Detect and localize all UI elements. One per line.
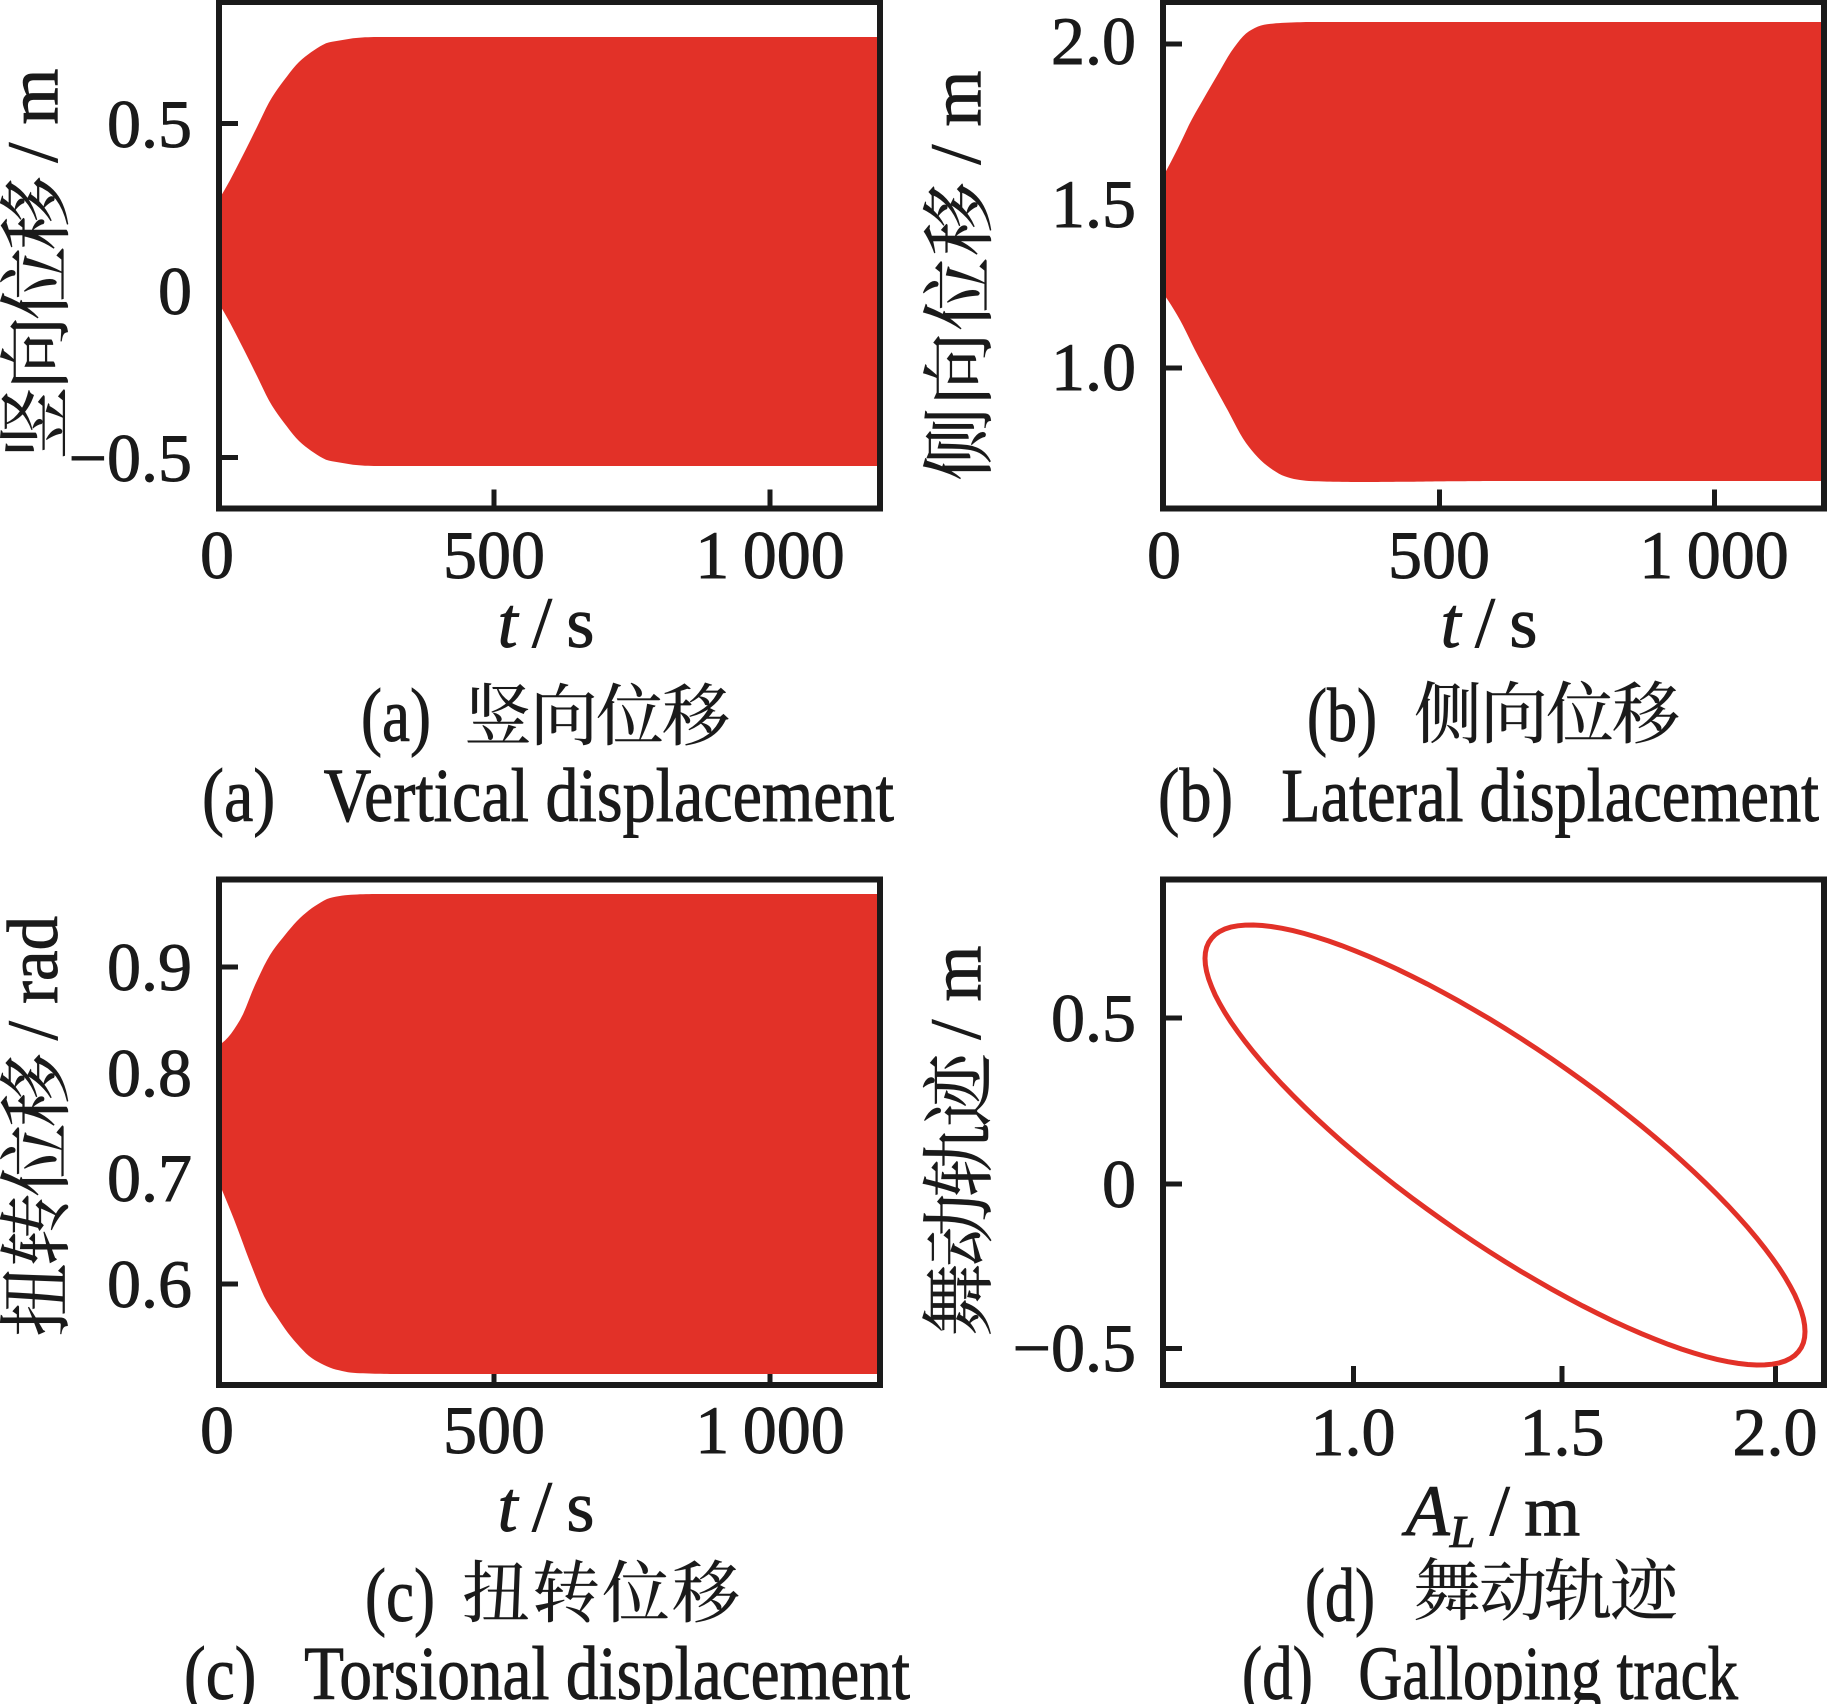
svg-text:0.6: 0.6 (107, 1246, 192, 1322)
svg-text:1.0: 1.0 (1311, 1394, 1396, 1470)
svg-text:0: 0 (158, 253, 192, 329)
svg-text:−0.5: −0.5 (1013, 1310, 1136, 1386)
svg-text:/ m: / m (0, 69, 73, 177)
svg-text:1 000: 1 000 (695, 1392, 845, 1468)
svg-text:(c): (c) (365, 1554, 435, 1638)
svg-text:0.7: 0.7 (107, 1140, 192, 1216)
svg-text:/ m: / m (916, 946, 996, 1054)
svg-text:/ rad: / rad (0, 916, 73, 1054)
svg-text:t / s: t / s (498, 583, 595, 663)
svg-text:1 000: 1 000 (1639, 517, 1789, 593)
svg-text:1 000: 1 000 (695, 517, 845, 593)
svg-text:0: 0 (1147, 517, 1181, 593)
svg-text:0.9: 0.9 (107, 929, 192, 1005)
svg-text:(d): (d) (1305, 1554, 1375, 1638)
svg-text:−0.5: −0.5 (69, 420, 192, 496)
svg-text:0.5: 0.5 (107, 86, 192, 162)
svg-text:(d) Galloping track: (d) Galloping track (1242, 1632, 1738, 1704)
svg-text:t / s: t / s (1441, 583, 1538, 663)
svg-text:0: 0 (1102, 1146, 1136, 1222)
svg-text:(b) Lateral displacement: (b) Lateral displacement (1158, 754, 1819, 838)
svg-text:1.0: 1.0 (1051, 329, 1136, 405)
svg-text:500: 500 (1388, 517, 1490, 593)
svg-text:(a): (a) (361, 674, 431, 758)
svg-text:500: 500 (443, 1392, 545, 1468)
svg-text:2.0: 2.0 (1051, 3, 1136, 79)
svg-text:(c) Torsional displacement: (c) Torsional displacement (184, 1632, 910, 1704)
svg-text:0: 0 (200, 1392, 234, 1468)
svg-text:0: 0 (200, 517, 234, 593)
svg-text:1.5: 1.5 (1051, 166, 1136, 242)
svg-text:(a) Vertical displacement: (a) Vertical displacement (202, 754, 894, 838)
svg-text:0.8: 0.8 (107, 1035, 192, 1111)
svg-text:0.5: 0.5 (1051, 980, 1136, 1056)
svg-text:2.0: 2.0 (1733, 1394, 1818, 1470)
svg-text:(b): (b) (1307, 674, 1377, 758)
svg-text:500: 500 (443, 517, 545, 593)
svg-text:AL / m: AL / m (1402, 1471, 1580, 1557)
svg-text:/ m: / m (916, 71, 996, 179)
svg-text:1.5: 1.5 (1520, 1394, 1605, 1470)
svg-text:t / s: t / s (498, 1467, 595, 1547)
